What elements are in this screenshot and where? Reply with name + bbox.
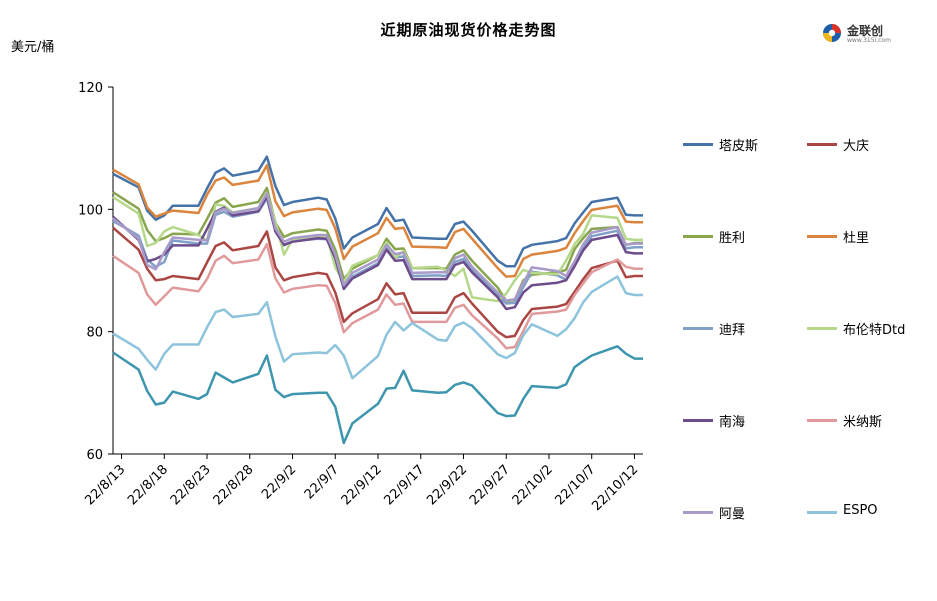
y-tick-label: 80 xyxy=(86,326,103,341)
legend-label: 塔皮斯 xyxy=(719,139,759,154)
legend-label: 杜里 xyxy=(843,231,870,246)
x-tick-label: 22/9/12 xyxy=(339,462,385,508)
x-tick-label: 22/8/18 xyxy=(125,462,171,508)
series-line-布伦特Dtd xyxy=(112,192,643,303)
logo-icon xyxy=(823,24,841,42)
x-tick-label: 22/8/13 xyxy=(82,462,128,508)
series-line-大庆 xyxy=(112,226,643,339)
logo-name: 金联创 xyxy=(847,24,884,38)
legend-swatch xyxy=(683,511,713,514)
legend-label: 米纳斯 xyxy=(843,415,883,430)
x-tick-label: 22/10/12 xyxy=(589,462,641,514)
legend-swatch xyxy=(683,419,713,422)
series-line-series-10 xyxy=(112,345,643,445)
series-line-米纳斯 xyxy=(112,242,643,350)
logo-url: www.315i.com xyxy=(847,37,891,44)
series-line-南海 xyxy=(112,195,643,311)
series-line-迪拜 xyxy=(112,197,643,305)
legend-label: 大庆 xyxy=(843,139,870,154)
legend-swatch xyxy=(683,143,713,146)
x-tick-label: 22/9/22 xyxy=(424,462,470,508)
x-tick-label: 22/9/2 xyxy=(259,462,299,502)
series-line-ESPO xyxy=(112,275,643,380)
chart-series-lines xyxy=(112,155,643,445)
series-line-阿曼 xyxy=(112,192,643,302)
legend-label: 南海 xyxy=(719,415,746,430)
y-tick-label: 60 xyxy=(86,448,103,463)
legend-swatch xyxy=(807,511,837,514)
y-axis-unit-label: 美元/桶 xyxy=(11,40,55,55)
brand-logo: 金联创 www.315i.com xyxy=(821,20,911,46)
y-tick-label: 120 xyxy=(78,81,103,96)
legend-swatch xyxy=(683,235,713,238)
legend-swatch xyxy=(683,327,713,330)
chart-title: 近期原油现货价格走势图 xyxy=(380,21,557,39)
legend-swatch xyxy=(807,327,837,330)
legend-label: 阿曼 xyxy=(719,507,746,522)
legend-swatch xyxy=(807,235,837,238)
x-tick-label: 22/8/23 xyxy=(168,462,214,508)
y-tick-labels: 60 80 100 120 xyxy=(78,81,113,463)
x-tick-label: 22/9/27 xyxy=(467,462,513,508)
y-tick-label: 100 xyxy=(78,203,103,218)
legend-label: 布伦特Dtd xyxy=(843,323,906,338)
x-tick-label: 22/8/28 xyxy=(211,462,257,508)
legend-swatch xyxy=(807,419,837,422)
legend-label: ESPO xyxy=(843,503,878,518)
x-tick-label: 22/10/2 xyxy=(510,462,556,508)
legend-label: 胜利 xyxy=(719,231,746,246)
legend-label: 迪拜 xyxy=(719,323,746,338)
series-line-杜里 xyxy=(112,164,643,278)
x-tick-label: 22/9/7 xyxy=(302,462,342,502)
series-line-胜利 xyxy=(112,186,643,303)
x-tick-label: 22/9/17 xyxy=(382,462,428,508)
legend-swatch xyxy=(807,143,837,146)
series-line-塔皮斯 xyxy=(112,155,643,268)
